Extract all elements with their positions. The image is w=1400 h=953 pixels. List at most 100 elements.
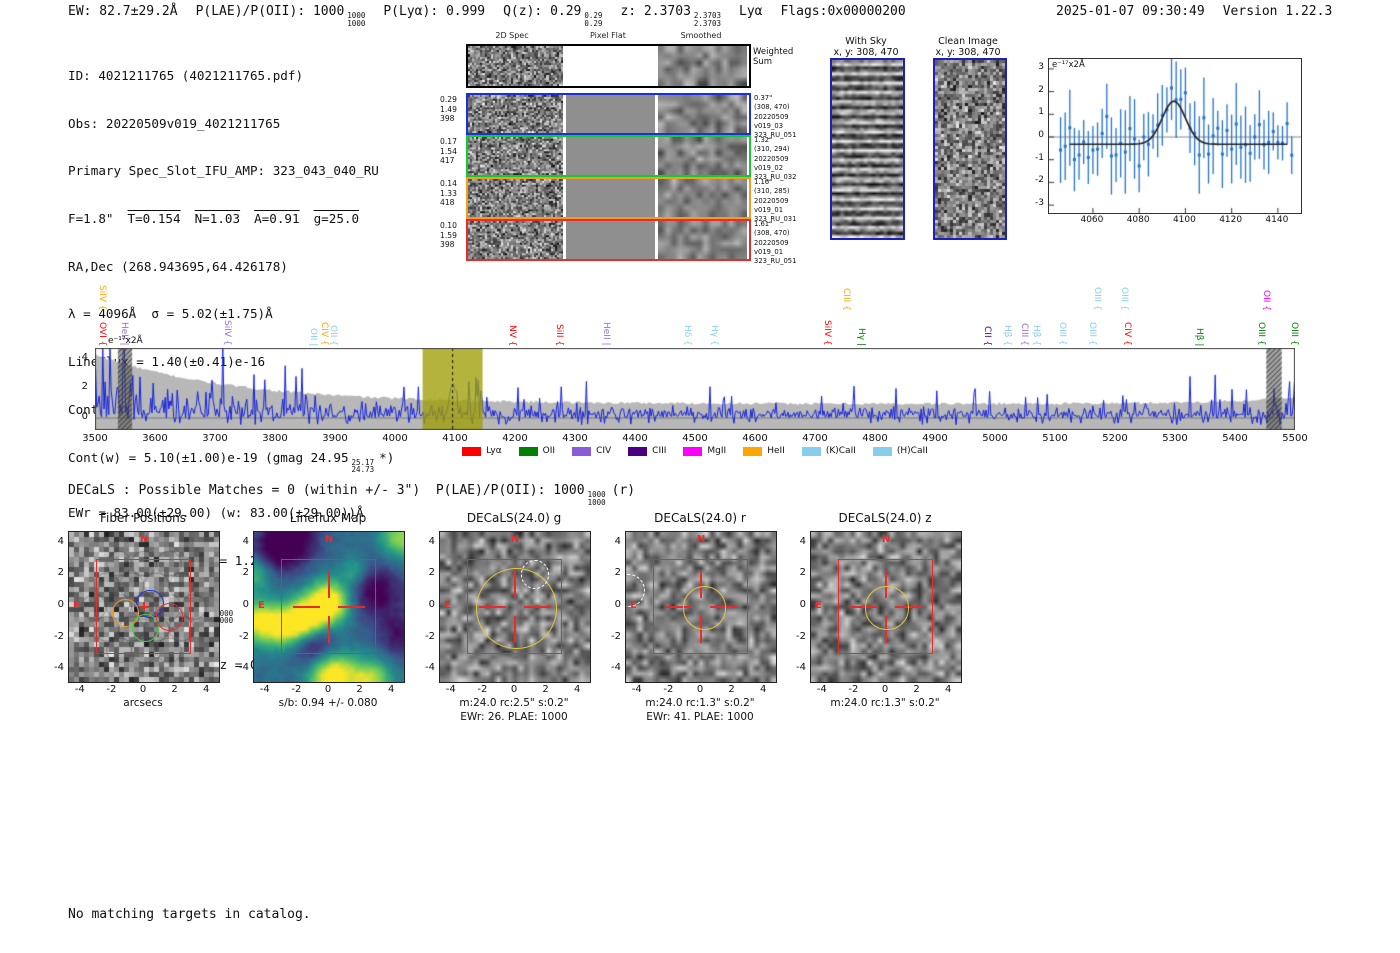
legend-swatch	[572, 446, 592, 456]
weight-value: 0.14	[440, 179, 457, 188]
panel-y-tick: 2	[57, 567, 64, 579]
with-sky-canvas	[832, 60, 903, 238]
info-line: 0.37"	[754, 94, 773, 102]
with-sky-header: With Sky x, y: 308, 470	[833, 36, 899, 58]
line-marker-siiv: SiIV {	[222, 320, 233, 346]
spectrum-x-tick: 4800	[862, 433, 888, 444]
line-marker-h: Hβ {	[1002, 324, 1013, 346]
crosshair-arm	[292, 606, 321, 608]
inset-y-tick: -2	[1035, 175, 1044, 186]
spec2d-row	[466, 93, 751, 135]
detection-info-block: ID: 4021211765 (4021211765.pdf) Obs: 202…	[68, 36, 394, 688]
line-marker-ovi: OVI {	[96, 321, 107, 346]
spec2d-smoothed-image	[658, 137, 747, 175]
panel-x-tick: 4	[203, 684, 210, 695]
full-spectrum-canvas	[95, 348, 1295, 430]
line-marker-h: Hγ |	[855, 328, 866, 346]
panel-x-tick: 4	[945, 684, 952, 695]
panel-x-tick: -2	[106, 684, 117, 695]
spectrum-x-tick: 5100	[1042, 433, 1068, 444]
spec2d-row	[466, 177, 751, 219]
panel-x-tick: 4	[574, 684, 581, 695]
legend-label: Lyα	[486, 446, 502, 456]
line-marker-siii: SiII {	[554, 323, 564, 346]
spec2d-2dspec-image	[468, 46, 563, 86]
inset-x-tick: 4060	[1080, 215, 1104, 225]
panel-title: DECaLS(24.0) z	[838, 511, 932, 525]
panel-caption: EWr: 41. PLAE: 1000	[646, 711, 754, 723]
inset-x-tick: 4080	[1126, 215, 1150, 225]
aperture-circle	[132, 614, 160, 642]
panel-y-tick: 2	[799, 567, 806, 579]
spectrum-x-tick: 4300	[562, 433, 588, 444]
crosshair-arm	[885, 570, 887, 599]
compass-east-label: E	[815, 600, 822, 611]
aperture-circle	[682, 586, 726, 630]
line-fit-canvas	[1049, 59, 1301, 213]
panel-x-tick: 0	[696, 684, 704, 695]
legend-label: (K)CaII	[825, 446, 856, 456]
spec2d-pixelflat-image	[566, 179, 655, 217]
wavelength-sigma: λ = 4096Å σ = 5.02(±1.75)Å	[68, 306, 273, 322]
info-line: (308, 470)	[754, 229, 790, 238]
ew-value: EW: 82.7±29.2Å	[68, 4, 178, 19]
panel-y-tick: 4	[799, 535, 806, 547]
spectrum-x-tick: 3500	[82, 433, 108, 444]
spec2d-row-weights: 0.17 1.54 417	[440, 137, 464, 166]
spectrum-x-tick: 3700	[202, 433, 228, 444]
clean-image-canvas	[935, 60, 1005, 238]
legend-item: Lyα	[462, 446, 502, 456]
compass-north-label: N	[324, 534, 334, 545]
spec2d-row-info: 1.16" (310, 285) 20220509 v019_01 323_RU_031	[754, 178, 800, 224]
inset-y-tick: -3	[1035, 198, 1044, 209]
panel-x-tick: 4	[388, 684, 395, 695]
spec2d-row-weights: 0.10 1.59 398	[440, 221, 464, 250]
panel-y-tick: 0	[428, 599, 435, 610]
spec2d-row-weights: 0.14 1.33 418	[440, 179, 464, 208]
clean-image-header: Clean Image x, y: 308, 470	[935, 36, 1001, 58]
panel-y-tick: 2	[428, 567, 435, 579]
weight-value: 418	[440, 198, 455, 208]
panel-y-tick: 4	[242, 535, 249, 547]
panel-y-tick: -4	[425, 662, 435, 674]
info-line: 323_RU_032	[754, 173, 797, 182]
panel-x-tick: -2	[291, 684, 302, 695]
panel-y-tick: 0	[614, 599, 621, 610]
spec2d-smoothed-image	[658, 179, 747, 217]
panel-y-tick: 0	[242, 599, 249, 610]
panel-caption: m:24.0 rc:1.3" s:0.2"	[830, 697, 940, 709]
panel-x-tick: -4	[74, 684, 85, 695]
clean-image	[933, 58, 1007, 240]
panel-x-tick: 2	[171, 684, 178, 695]
panel-title: DECaLS(24.0) r	[654, 511, 746, 525]
panel-caption: m:24.0 rc:1.3" s:0.2"	[645, 697, 755, 709]
weight-value: 1.59	[440, 230, 457, 240]
info-line: 1.16"	[754, 178, 773, 186]
aperture-circle	[111, 599, 139, 627]
neighbor-aperture-circle	[520, 560, 550, 590]
summary-header: EW: 82.7±29.2Å P(LAE)/P(OII): 1000 1000 100…	[68, 4, 906, 27]
line-marker-oiii: OIII {	[1086, 322, 1097, 346]
panel-y-tick: 0	[799, 599, 806, 610]
spectrum-unit-label: e⁻¹⁷x2Å	[108, 336, 143, 346]
info-line: v019_01	[754, 247, 784, 256]
panel-y-tick: -2	[425, 630, 435, 642]
plae-poii-value: P(LAE)/P(OII): 1000	[195, 4, 345, 19]
info-line: 20220509	[754, 196, 789, 205]
spec2d-smoothed-image	[658, 46, 747, 86]
line-marker-h: Hβ {	[1031, 324, 1041, 346]
plae-poii-range: 1000 1000	[347, 11, 366, 28]
info-line: v019_01	[754, 205, 784, 214]
line-marker-oiii: OIII {	[1119, 287, 1130, 311]
info-line: Sum	[753, 57, 773, 67]
crosshair-arm	[849, 606, 878, 608]
weight-value: 398	[440, 240, 455, 250]
col-header-pixelflat: Pixel Flat	[590, 31, 626, 40]
line-marker-heii: HeII |	[119, 322, 129, 346]
spectrum-y-tick: 4	[81, 351, 88, 363]
line-marker-heii: HeII |	[600, 322, 611, 346]
line-marker-civ: CIV {	[1122, 322, 1133, 346]
compass-north-label: N	[510, 534, 520, 545]
